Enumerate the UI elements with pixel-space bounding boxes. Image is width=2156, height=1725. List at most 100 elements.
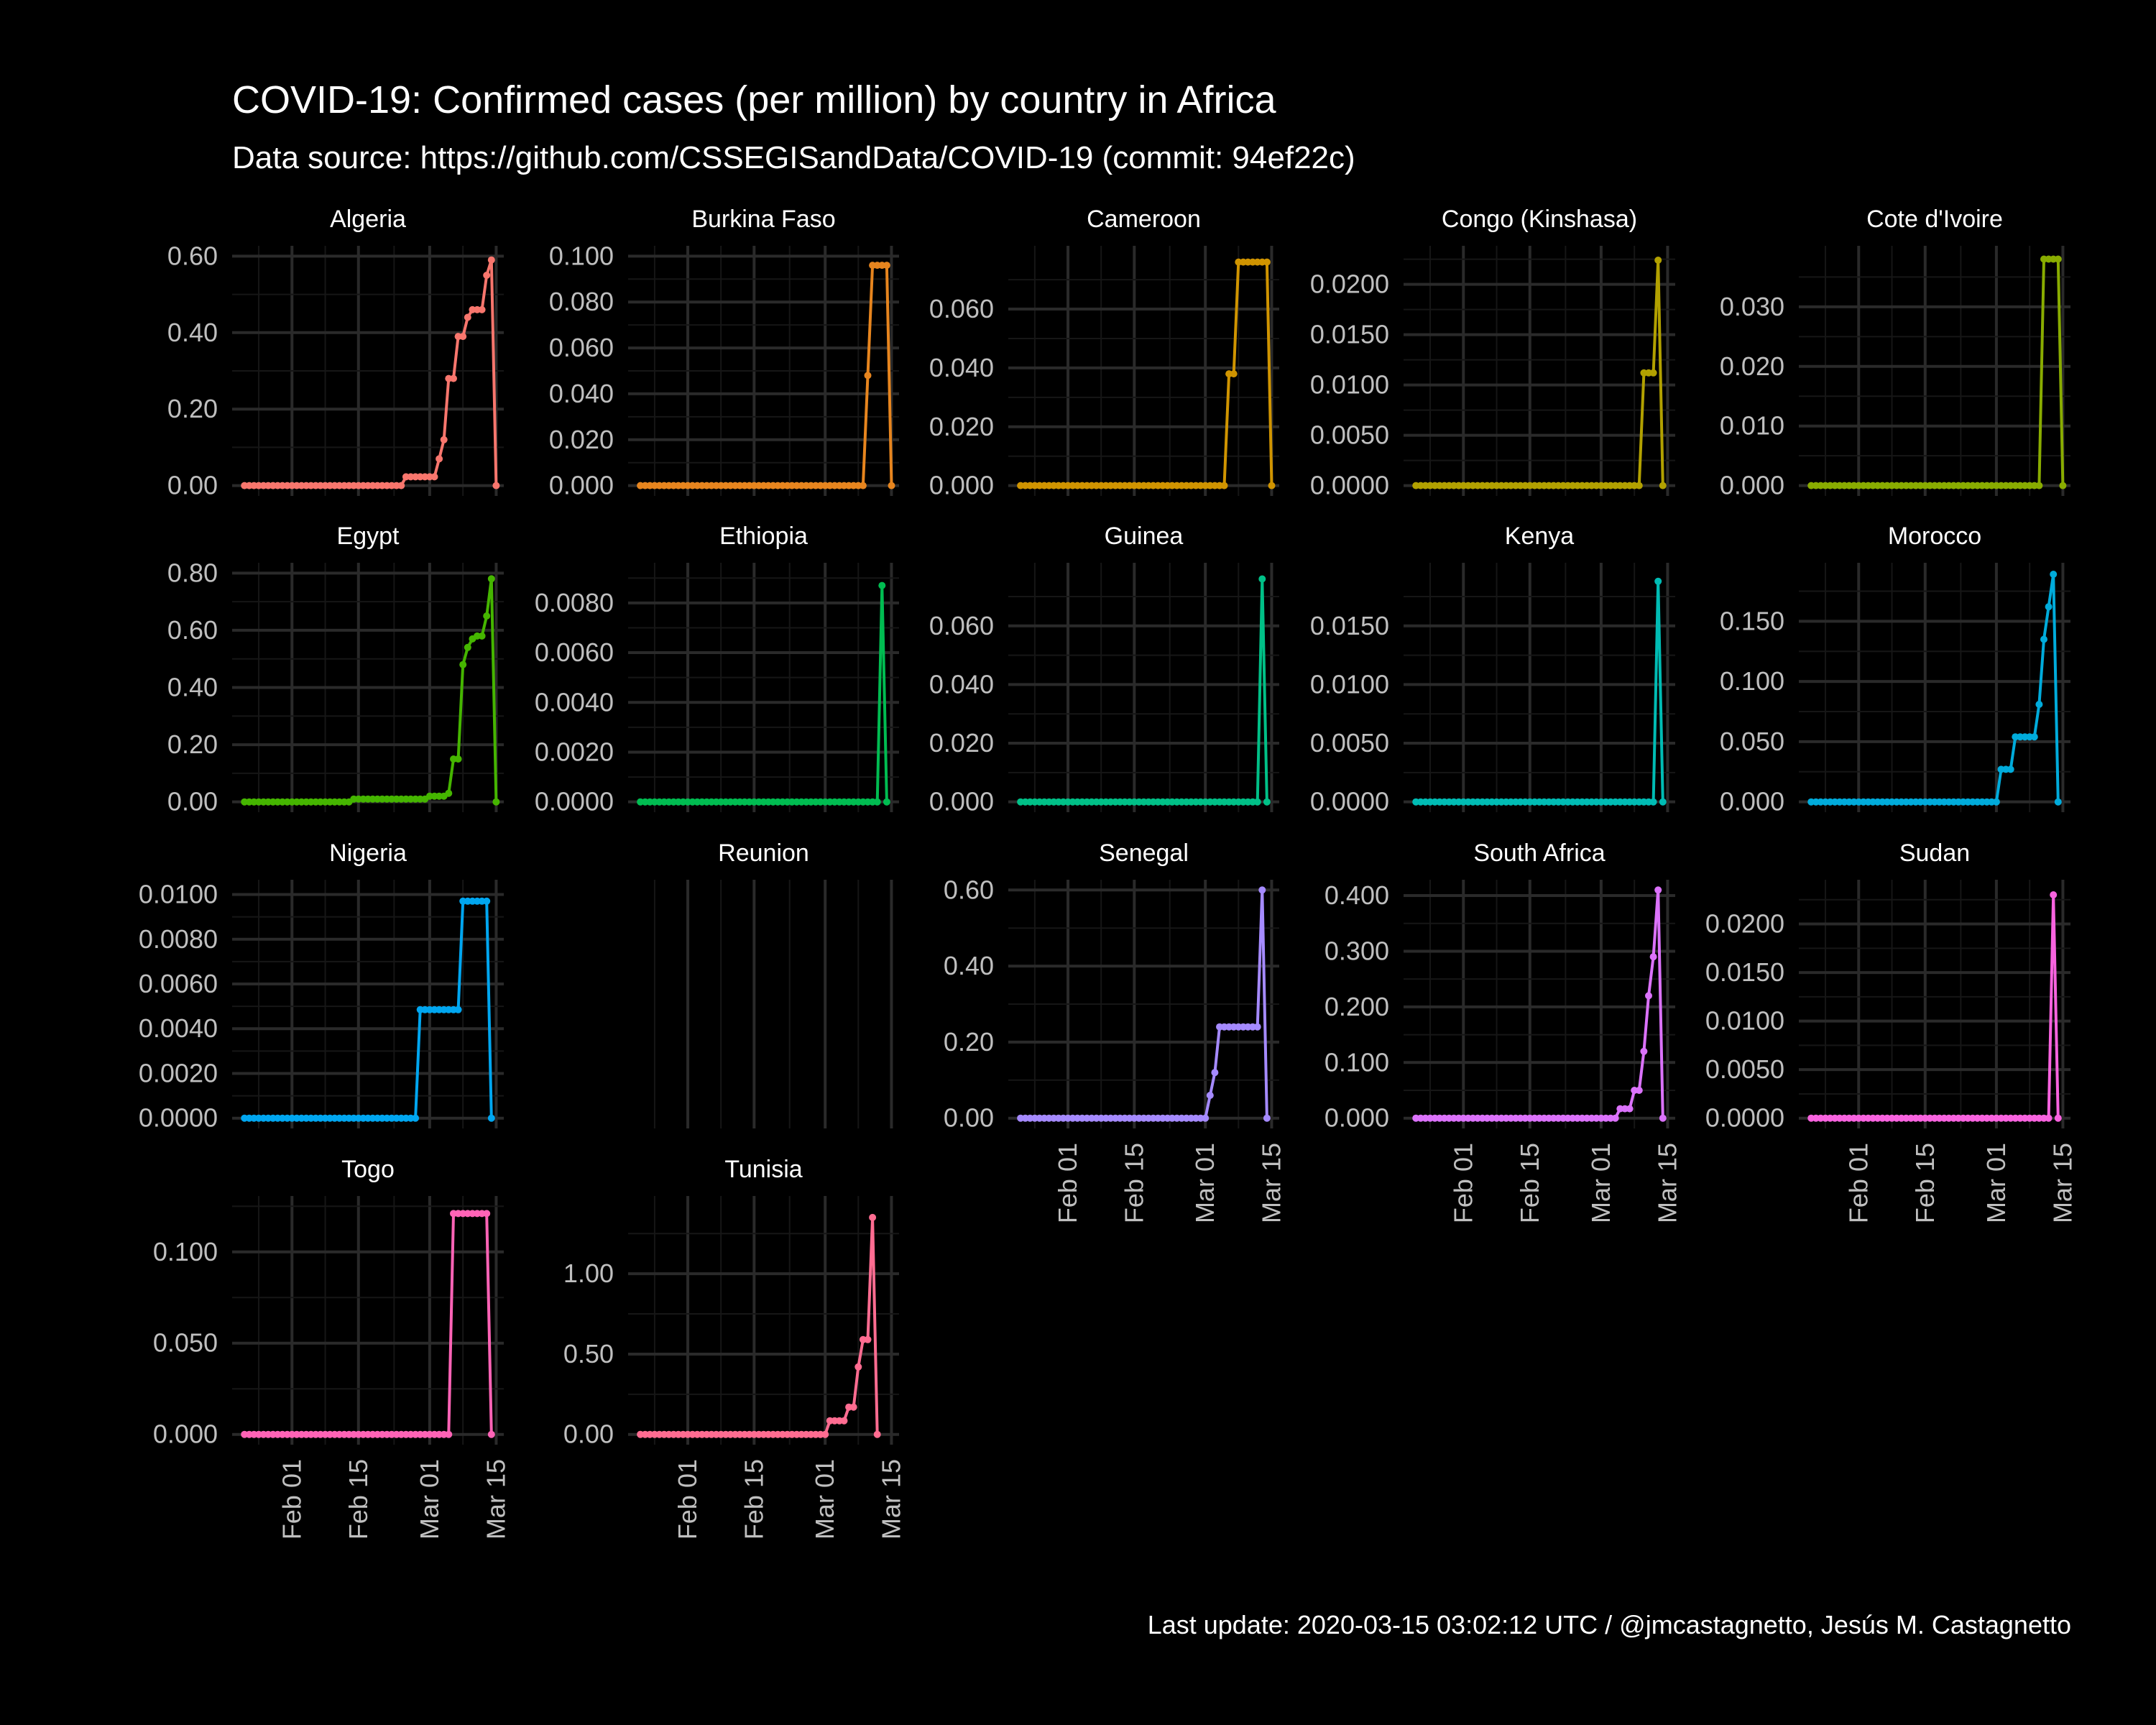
data-point <box>1640 1047 1648 1055</box>
data-point <box>478 632 486 640</box>
y-tick-label: 0.000 <box>549 471 614 500</box>
data-point <box>883 798 890 806</box>
facet-guinea: Guinea 0.000 0.020 0.040 0.060 <box>929 523 1279 816</box>
data-point <box>1659 482 1667 489</box>
data-point <box>1258 886 1266 894</box>
y-tick-label: 0.20 <box>167 730 218 759</box>
facet-title: Cameroon <box>1087 206 1201 233</box>
y-tick-label: 1.00 <box>563 1259 614 1288</box>
data-point <box>873 798 881 806</box>
y-tick-label: 0.40 <box>944 951 994 980</box>
y-tick-label: 0.000 <box>1325 1103 1389 1133</box>
x-tick-label: Mar 15 <box>1256 1143 1286 1223</box>
facet-south-africa: South Africa 0.000 0.100 0.200 0.300 0.400 Feb… <box>1325 840 1682 1223</box>
y-tick-label: 0.0000 <box>1310 471 1389 500</box>
x-tick-label: Feb 01 <box>673 1459 702 1540</box>
facet-burkina-faso: Burkina Faso 0.000 0.020 0.040 0.060 0.080 0.1… <box>549 206 899 500</box>
x-tick-label: Mar 15 <box>2047 1143 2077 1223</box>
series-line <box>1416 579 1664 804</box>
data-point <box>2040 635 2047 643</box>
data-point <box>1263 798 1271 806</box>
facet-title: Togo <box>341 1156 395 1183</box>
y-tick-label: 0.0200 <box>1705 909 1784 939</box>
y-tick-label: 0.0050 <box>1705 1054 1784 1084</box>
facet-ethiopia: Ethiopia 0.0000 0.0020 0.0040 0.0060 0.0080 <box>535 523 899 816</box>
x-tick-label: Mar 01 <box>1190 1143 1220 1223</box>
x-tick-label: Mar 15 <box>1652 1143 1682 1223</box>
data-point <box>483 897 491 905</box>
data-point <box>1253 798 1261 806</box>
data-point <box>487 1114 495 1122</box>
data-point <box>1263 258 1271 266</box>
series-line <box>1811 893 2060 1120</box>
data-point <box>459 661 467 668</box>
facet-title: Nigeria <box>329 840 407 867</box>
chart-subtitle: Data source: https://github.com/CSSEGISa… <box>232 140 1355 175</box>
y-tick-label: 0.100 <box>1720 666 1784 696</box>
facet-title: Cote d'Ivoire <box>1866 206 2003 233</box>
data-point <box>487 1430 495 1438</box>
facet-cote-d-ivoire: Cote d'Ivoire 0.000 0.010 0.020 0.030 <box>1720 206 2070 500</box>
series-line <box>244 577 498 804</box>
y-tick-label: 0.60 <box>944 875 994 904</box>
y-tick-label: 0.0020 <box>535 737 614 766</box>
y-tick-label: 0.20 <box>944 1027 994 1057</box>
data-point <box>1206 1092 1214 1099</box>
series-line <box>1416 888 1664 1120</box>
y-tick-label: 0.060 <box>929 294 994 323</box>
data-point <box>1626 1105 1634 1113</box>
facet-kenya: Kenya 0.0000 0.0050 0.0100 0.0150 <box>1310 523 1675 816</box>
x-tick-label: Mar 01 <box>415 1459 444 1540</box>
y-tick-label: 0.040 <box>929 353 994 382</box>
data-point <box>487 575 495 583</box>
data-point <box>1654 886 1662 894</box>
y-tick-label: 0.00 <box>167 471 218 500</box>
series-line <box>640 264 893 487</box>
series-line <box>640 584 888 804</box>
x-tick-label: Feb 01 <box>277 1459 306 1540</box>
y-tick-label: 0.0150 <box>1310 320 1389 349</box>
data-point <box>2059 482 2067 489</box>
data-point <box>2045 603 2053 611</box>
y-tick-label: 0.000 <box>1720 471 1784 500</box>
data-point <box>2035 482 2043 489</box>
y-tick-label: 0.0060 <box>535 638 614 667</box>
data-point <box>445 1430 453 1438</box>
y-tick-label: 0.000 <box>153 1420 218 1449</box>
data-point <box>1659 798 1667 806</box>
x-tick-label: Feb 15 <box>1119 1143 1148 1223</box>
data-point <box>1230 370 1238 378</box>
data-point <box>483 1210 491 1218</box>
y-tick-label: 0.200 <box>1325 992 1389 1021</box>
data-point <box>1202 1114 1210 1122</box>
data-point <box>878 581 886 589</box>
x-tick-label: Mar 15 <box>481 1459 510 1540</box>
data-point <box>888 482 895 489</box>
y-tick-label: 0.000 <box>1720 787 1784 816</box>
y-tick-label: 0.100 <box>549 241 614 270</box>
y-tick-label: 0.300 <box>1325 936 1389 965</box>
data-point <box>483 272 491 279</box>
data-point <box>487 256 495 264</box>
data-point <box>454 755 462 763</box>
facet-title: Morocco <box>1888 523 1981 550</box>
facet-sudan: Sudan 0.0000 0.0050 0.0100 0.0150 0.0200 Feb 0… <box>1705 840 2078 1223</box>
y-tick-label: 0.80 <box>167 558 218 587</box>
y-tick-label: 0.0100 <box>1310 669 1389 699</box>
data-point <box>873 1430 881 1438</box>
y-tick-label: 0.020 <box>929 412 994 441</box>
y-tick-label: 0.060 <box>929 611 994 640</box>
y-tick-label: 0.000 <box>929 471 994 500</box>
data-point <box>450 374 457 382</box>
facet-congo-kinshasa: Congo (Kinshasa) 0.0000 0.0050 0.0100 0.0150… <box>1310 206 1675 500</box>
facet-title: Reunion <box>718 840 809 867</box>
y-tick-label: 0.20 <box>167 394 218 423</box>
facet-title: Egypt <box>337 523 400 550</box>
x-tick-label: Feb 15 <box>739 1459 768 1540</box>
x-tick-label: Feb 01 <box>1843 1143 1873 1223</box>
y-tick-label: 0.0000 <box>139 1103 218 1133</box>
y-tick-label: 0.060 <box>549 333 614 362</box>
facet-title: Guinea <box>1105 523 1184 550</box>
data-point <box>864 1335 872 1343</box>
chart-caption: Last update: 2020-03-15 03:02:12 UTC / @… <box>1148 1610 2071 1639</box>
